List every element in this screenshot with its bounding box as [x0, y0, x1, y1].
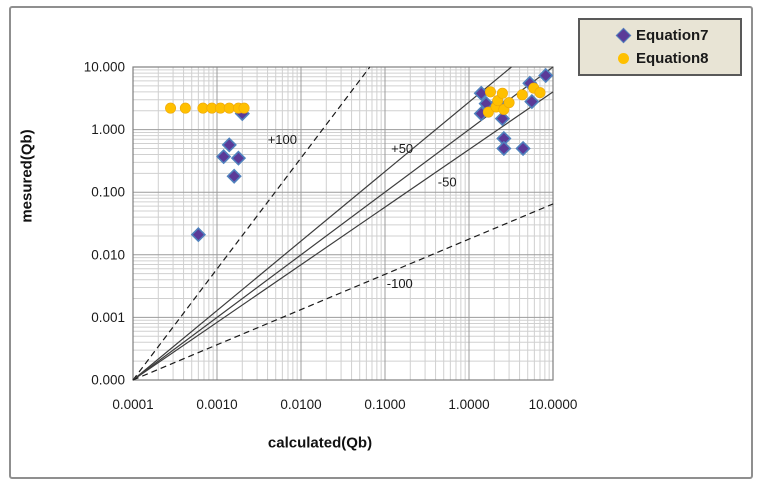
y-tick-label: 0.010 [91, 247, 125, 262]
scatter-point-equation8 [534, 87, 546, 99]
scatter-point-equation8 [516, 89, 528, 101]
scatter-point-equation7 [496, 140, 512, 157]
diamond-marker-icon [615, 27, 632, 44]
reference-line--50 [132, 91, 554, 381]
scatter-point-equation7 [494, 110, 511, 127]
y-tick-label: 0.001 [91, 310, 125, 325]
scatter-point-equation7 [190, 226, 206, 243]
reference-line-label: +50 [391, 141, 413, 156]
scatter-point-equation8 [238, 102, 250, 114]
scatter-point-equation8 [484, 86, 496, 98]
plot-border [132, 66, 554, 381]
scatter-point-equation8 [165, 102, 177, 114]
reference-line-+100 [132, 66, 371, 381]
y-tick-label: 10.000 [84, 60, 125, 75]
scatter-point-equation7 [226, 168, 242, 184]
scatter-point-equation7 [538, 67, 554, 84]
y-tick-label: 0.100 [91, 185, 125, 200]
scatter-point-equation7 [230, 150, 247, 166]
legend-label-equation7: Equation7 [636, 27, 709, 44]
x-axis-title: calculated(Qb) [267, 434, 373, 452]
legend-label-equation8: Equation8 [636, 50, 709, 67]
scatter-point-equation8 [482, 106, 494, 118]
reference-line-+50 [132, 66, 512, 381]
scatter-point-equation8 [223, 102, 235, 114]
y-tick-label: 1.000 [91, 122, 125, 137]
reference-line-label: +100 [268, 132, 297, 147]
reference-line--100 [132, 203, 554, 381]
x-tick-label: 0.0010 [196, 397, 237, 412]
scatter-point-equation7 [221, 137, 237, 153]
x-tick-label: 0.1000 [364, 397, 405, 412]
x-tick-label: 0.0001 [112, 397, 153, 412]
scatter-point-equation8 [179, 102, 191, 114]
scatter-point-equation8 [496, 87, 508, 99]
scatter-point-equation7 [524, 93, 540, 110]
legend-item-equation8: Equation8 [618, 51, 740, 66]
legend: Equation7 Equation8 [578, 18, 742, 76]
scatter-point-equation8 [503, 97, 515, 109]
legend-item-equation7: Equation7 [615, 27, 740, 44]
scatter-point-equation7 [216, 148, 232, 165]
reference-line-label: -100 [387, 276, 413, 291]
x-tick-label: 1.0000 [448, 397, 489, 412]
circle-marker-icon [618, 53, 629, 64]
y-tick-label: 0.000 [91, 373, 125, 388]
reference-line-label: -50 [438, 175, 457, 190]
scatter-point-equation7 [515, 140, 531, 157]
x-tick-label: 0.0100 [280, 397, 321, 412]
x-tick-label: 10.0000 [529, 397, 578, 412]
y-axis-title: mesured(Qb) [18, 129, 36, 223]
